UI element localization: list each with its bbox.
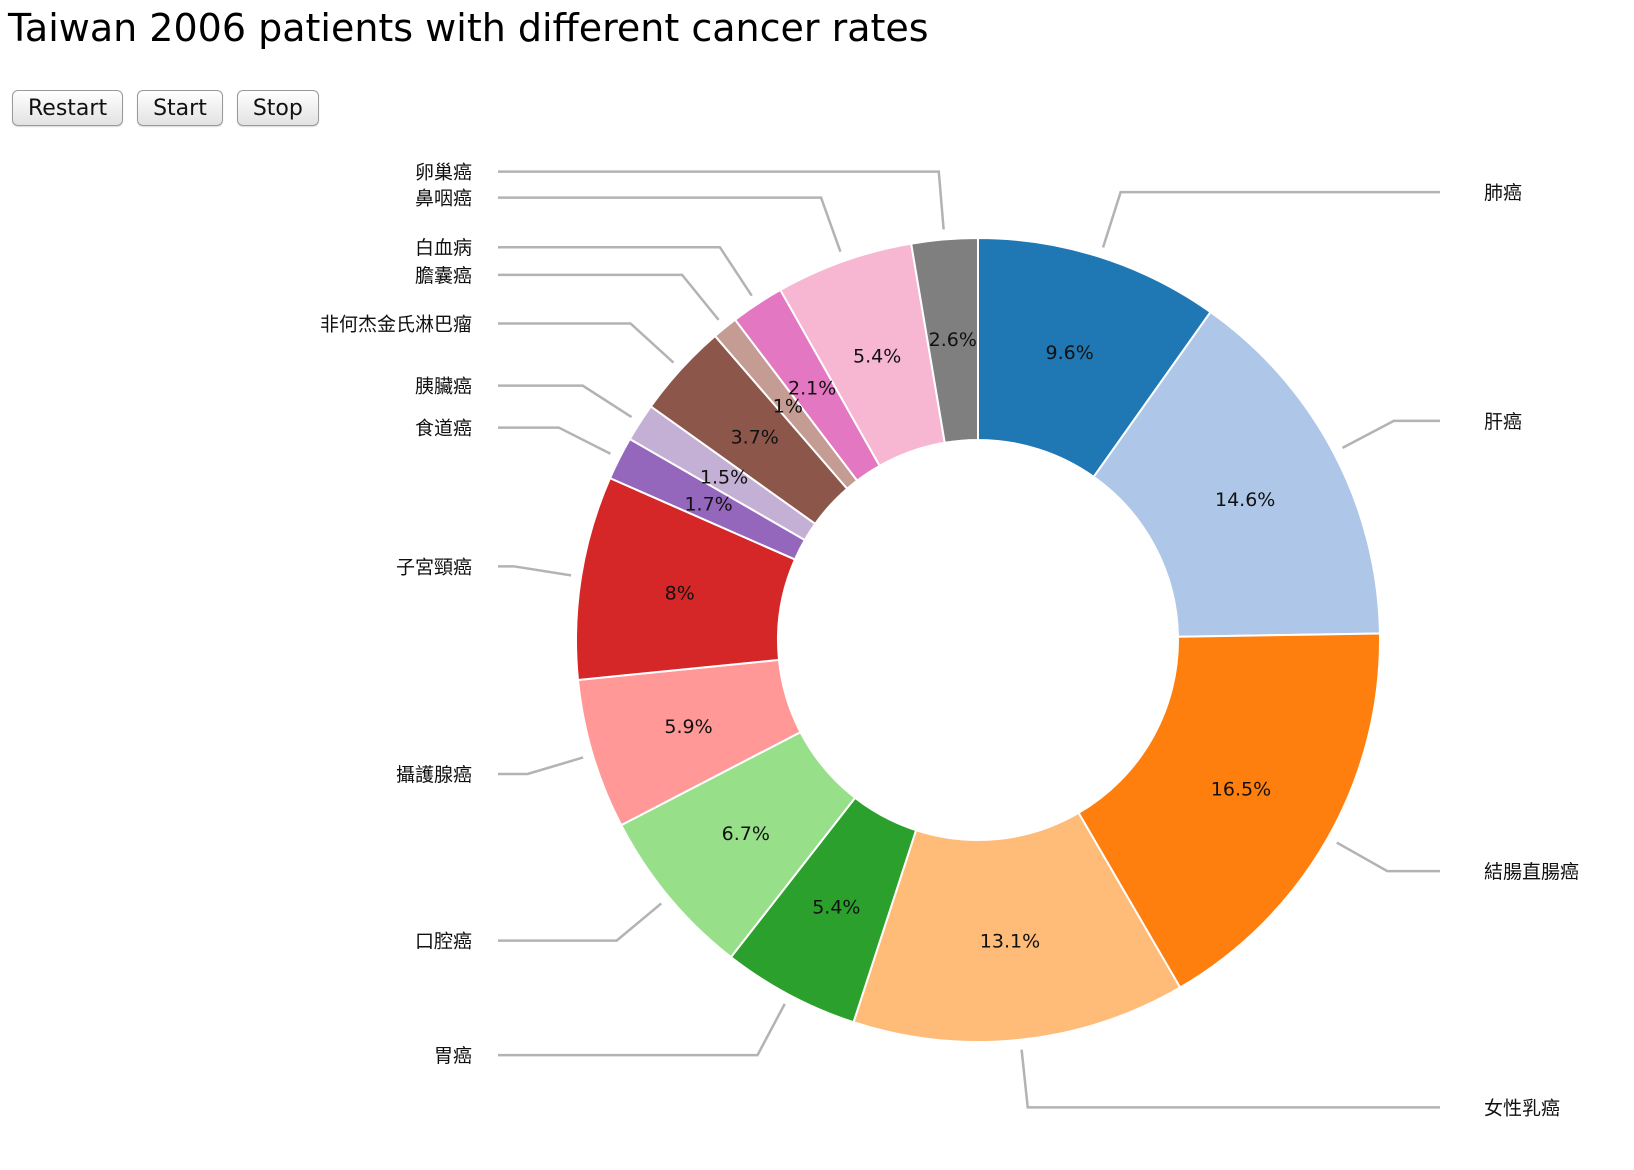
donut-slice-2 [1092, 310, 1381, 638]
slice-category-label: 女性乳癌 [1484, 1097, 1560, 1119]
slice-category-label: 口腔癌 [415, 931, 472, 953]
leader-line [498, 756, 584, 776]
leader-line [498, 902, 663, 942]
donut-slice-4 [852, 811, 1182, 1043]
leader-line [1020, 1049, 1440, 1109]
leader-line [498, 170, 945, 230]
leader-line [498, 245, 753, 297]
leader-lines-layer [498, 170, 1440, 1109]
percent-labels-layer: 9.6% 14.6% 16.5% 13.1% 5.4% 6.7% 5.9% 8% 1.7% 1.5… [664, 329, 1275, 952]
slice-percent-label: 1.7% [684, 494, 732, 516]
slice-category-label: 卵巢癌 [415, 162, 472, 184]
slice-category-label: 膽囊癌 [415, 265, 472, 287]
slice-category-label: 攝護腺癌 [396, 764, 472, 786]
slice-category-label: 子宮頸癌 [396, 556, 472, 578]
restart-button[interactable]: Restart [12, 90, 124, 126]
slice-category-label: 鼻咽癌 [415, 188, 472, 210]
leader-line [1101, 190, 1440, 248]
slice-category-label: 白血病 [415, 237, 472, 259]
slice-percent-label: 13.1% [980, 930, 1040, 952]
slice-percent-label: 1.5% [700, 467, 748, 489]
leader-line [498, 273, 720, 321]
slice-percent-label: 5.4% [812, 897, 860, 919]
slice-percent-label: 2.6% [929, 329, 977, 351]
slice-percent-label: 9.6% [1046, 342, 1094, 364]
stop-button[interactable]: Stop [236, 90, 319, 126]
slice-percent-label: 8% [665, 583, 695, 605]
donut-slice-15 [910, 236, 979, 444]
slice-category-label: 胃癌 [434, 1045, 472, 1067]
slice-percent-label: 2.1% [788, 378, 836, 400]
slice-category-label: 肝癌 [1484, 411, 1522, 433]
page-title: Taiwan 2006 patients with different canc… [8, 6, 929, 50]
slice-percent-label: 5.9% [664, 716, 712, 738]
slice-percent-label: 14.6% [1215, 489, 1275, 511]
leader-line [498, 1003, 786, 1057]
leader-line [498, 196, 842, 253]
slice-percent-label: 16.5% [1211, 778, 1271, 800]
slice-category-label: 非何杰金氏淋巴瘤 [320, 313, 472, 335]
leader-line [498, 426, 612, 455]
slice-percent-label: 1% [773, 395, 803, 417]
slice-category-label: 結腸直腸癌 [1484, 861, 1579, 883]
slice-percent-label: 3.7% [731, 427, 779, 449]
leader-line [1341, 419, 1440, 450]
slice-percent-label: 5.4% [853, 345, 901, 367]
slice-category-label: 肺癌 [1484, 182, 1522, 204]
leader-line [498, 565, 572, 577]
slice-category-label: 食道癌 [415, 418, 472, 440]
control-bar: Restart Start Stop [12, 90, 319, 126]
leader-line [1336, 841, 1440, 873]
leader-line [498, 384, 633, 419]
slices-layer [575, 236, 1381, 1043]
start-button[interactable]: Start [137, 90, 223, 126]
slice-percent-label: 6.7% [722, 823, 770, 845]
donut-slice-3 [1077, 632, 1381, 989]
leader-line [498, 322, 675, 364]
slice-category-label: 胰臟癌 [415, 376, 472, 398]
